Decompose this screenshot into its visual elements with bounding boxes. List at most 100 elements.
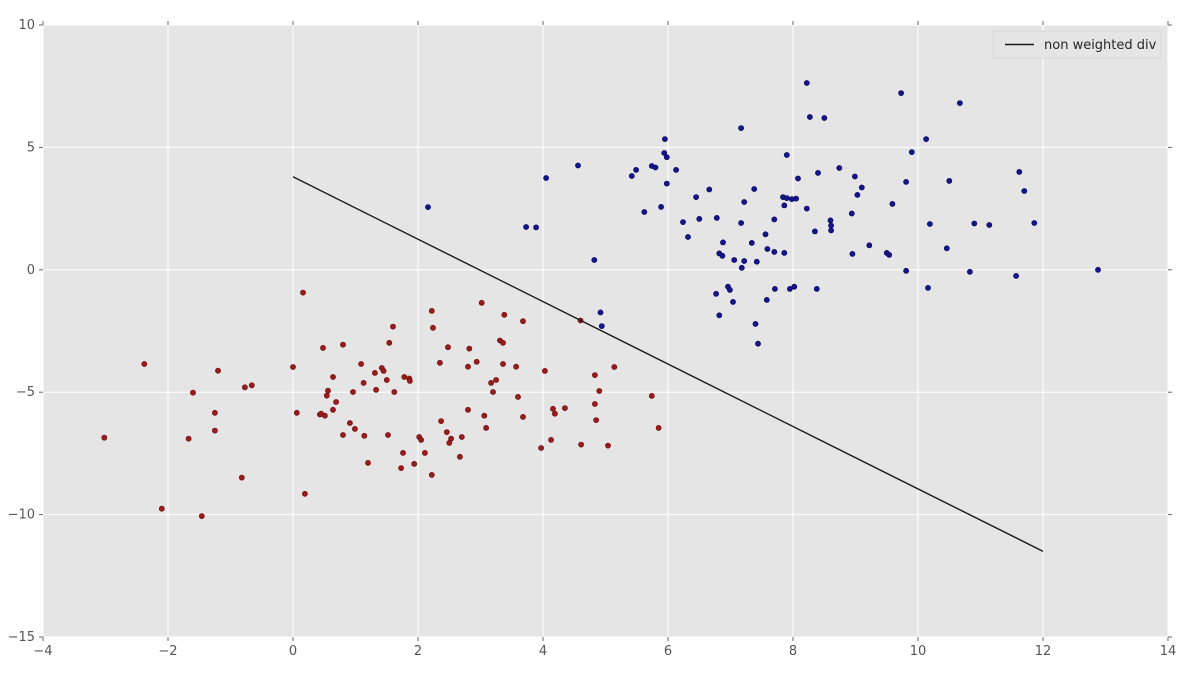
red-cluster-point xyxy=(465,406,471,413)
plot-area xyxy=(43,25,1168,637)
blue-cluster-point xyxy=(836,165,843,171)
blue-cluster-point xyxy=(821,115,828,121)
blue-cluster-point xyxy=(791,283,798,290)
red-cluster-point xyxy=(493,377,499,383)
blue-cluster-point xyxy=(720,239,726,246)
blue-cluster-point xyxy=(719,252,726,259)
red-cluster-point xyxy=(446,439,453,446)
blue-cluster-point xyxy=(523,224,529,230)
blue-cluster-points xyxy=(425,80,1101,347)
blue-cluster-point xyxy=(854,191,861,198)
blue-cluster-point xyxy=(598,323,605,329)
blue-cluster-point xyxy=(957,100,963,106)
y-tick-label: 10 xyxy=(18,18,35,33)
red-cluster-point xyxy=(361,432,368,439)
blue-cluster-point xyxy=(716,312,723,319)
blue-cluster-point xyxy=(755,340,761,347)
red-cluster-point xyxy=(325,387,331,394)
blue-cluster-point xyxy=(781,249,788,256)
red-cluster-point xyxy=(436,359,443,366)
red-cluster-point xyxy=(592,401,598,407)
red-cluster-point xyxy=(323,392,330,399)
red-cluster-point xyxy=(385,432,391,438)
red-cluster-point xyxy=(211,427,218,434)
x-tick-label: 12 xyxy=(1035,644,1052,659)
blue-cluster-point xyxy=(803,205,810,212)
red-cluster-point xyxy=(438,418,444,424)
red-cluster-point xyxy=(445,344,451,351)
blue-cluster-point xyxy=(731,257,738,263)
red-cluster-point xyxy=(596,388,603,394)
red-cluster-point xyxy=(373,386,379,393)
red-cluster-point xyxy=(320,344,326,351)
blue-cluster-point xyxy=(1095,266,1101,273)
blue-cluster-point xyxy=(812,228,818,235)
red-cluster-point xyxy=(548,436,554,443)
red-cluster-point xyxy=(386,339,393,346)
red-cluster-point xyxy=(430,324,436,331)
red-cluster-point xyxy=(371,369,378,376)
red-cluster-point xyxy=(443,429,450,435)
red-cluster-point xyxy=(418,436,424,443)
red-cluster-point xyxy=(520,413,526,420)
blue-cluster-point xyxy=(1031,220,1038,226)
blue-cluster-point xyxy=(658,203,664,210)
blue-cluster-point xyxy=(680,219,686,225)
red-cluster-point xyxy=(185,435,192,442)
blue-cluster-point xyxy=(772,285,778,292)
red-cluster-point xyxy=(456,453,463,460)
red-cluster-point xyxy=(648,392,655,399)
red-cluster-point xyxy=(428,471,435,478)
red-cluster-point xyxy=(330,374,336,380)
x-tick-label: −4 xyxy=(33,644,52,659)
red-cluster-point xyxy=(383,377,390,383)
red-cluster-point xyxy=(101,434,108,441)
gridlines xyxy=(42,24,1169,638)
blue-cluster-point xyxy=(641,209,648,215)
red-cluster-point xyxy=(481,412,488,419)
x-tick-label: 8 xyxy=(789,644,797,659)
red-cluster-point xyxy=(158,505,165,512)
blue-cluster-point xyxy=(752,320,759,327)
blue-cluster-point xyxy=(827,217,834,224)
red-cluster-point xyxy=(358,361,364,367)
blue-cluster-point xyxy=(543,175,549,181)
x-tick-label: 10 xyxy=(910,644,927,659)
red-cluster-point xyxy=(488,379,494,386)
red-cluster-point xyxy=(520,318,526,325)
blue-cluster-point xyxy=(425,204,431,210)
blue-cluster-point xyxy=(828,227,834,234)
blue-cluster-point xyxy=(533,224,539,231)
blue-cluster-point xyxy=(848,210,855,217)
red-cluster-point xyxy=(458,434,465,440)
red-cluster-point xyxy=(400,449,406,456)
blue-cluster-point xyxy=(946,177,953,184)
red-cluster-point xyxy=(406,377,413,384)
x-tick-label: 2 xyxy=(414,644,422,659)
blue-cluster-point xyxy=(849,250,856,257)
legend-box xyxy=(992,30,1162,59)
red-cluster-point xyxy=(501,311,508,318)
red-cluster-point xyxy=(500,339,506,346)
blue-cluster-point xyxy=(1013,272,1019,279)
red-cluster-point xyxy=(350,389,356,395)
blue-cluster-point xyxy=(713,214,720,221)
red-cluster-point xyxy=(290,364,296,370)
red-cluster-point xyxy=(330,406,336,413)
x-tick-label: −2 xyxy=(158,644,177,659)
blue-cluster-point xyxy=(886,251,893,258)
red-cluster-point xyxy=(515,393,521,400)
blue-cluster-point xyxy=(741,258,748,264)
blue-cluster-point xyxy=(943,245,950,252)
tick-marks xyxy=(39,21,1172,641)
blue-cluster-point xyxy=(738,220,744,226)
red-cluster-point xyxy=(478,299,485,306)
x-tick-label: 14 xyxy=(1160,644,1177,659)
y-tick-label: −5 xyxy=(16,385,35,400)
blue-cluster-point xyxy=(753,258,760,265)
x-tick-label: 0 xyxy=(289,644,297,659)
blue-cluster-point xyxy=(597,309,604,316)
blue-cluster-point xyxy=(713,290,719,297)
red-cluster-point xyxy=(391,389,398,395)
red-cluster-point xyxy=(483,424,489,431)
